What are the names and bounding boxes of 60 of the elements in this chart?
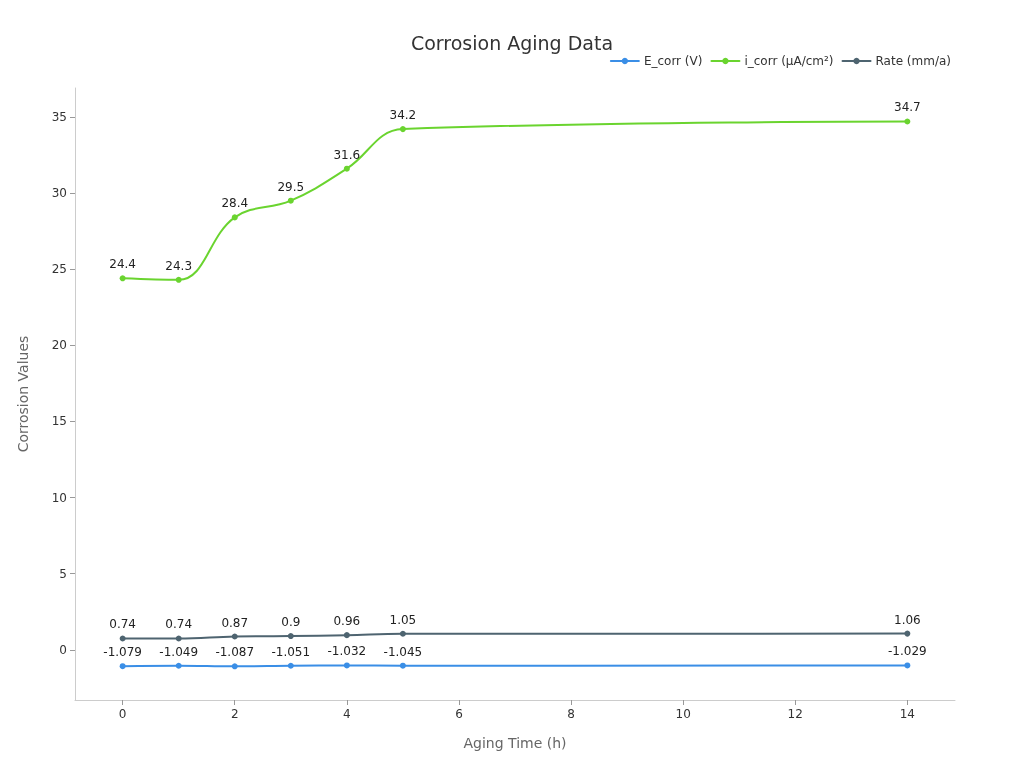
data-label: 28.4 bbox=[221, 196, 249, 211]
data-label: -1.051 bbox=[271, 644, 311, 659]
data-label: 1.05 bbox=[389, 612, 417, 627]
data-label: -1.045 bbox=[383, 644, 423, 659]
point bbox=[904, 630, 911, 637]
y-tick-label: 5 bbox=[59, 566, 67, 581]
point bbox=[287, 662, 294, 669]
data-label: -1.029 bbox=[888, 644, 927, 659]
chart-title: Corrosion Aging Data bbox=[410, 31, 614, 54]
data-label: -1.049 bbox=[159, 644, 199, 659]
x-tick-label: 8 bbox=[567, 707, 575, 721]
data-label: 0.87 bbox=[221, 615, 249, 630]
x-axis-title: Aging Time (h) bbox=[463, 735, 567, 751]
x-tick-label: 6 bbox=[455, 707, 463, 721]
data-label: -1.032 bbox=[327, 644, 367, 659]
point bbox=[287, 633, 294, 640]
point bbox=[175, 276, 182, 283]
point bbox=[119, 275, 126, 282]
x-tick-label: 10 bbox=[675, 707, 691, 721]
y-tick-label: 20 bbox=[51, 338, 67, 353]
legend-label: E_corr (V) bbox=[643, 54, 703, 68]
x-tick-label: 14 bbox=[899, 707, 915, 721]
legend-label: Rate (mm/a) bbox=[875, 54, 951, 68]
point bbox=[399, 662, 406, 669]
data-label: 0.9 bbox=[281, 615, 301, 630]
x-tick-label: 4 bbox=[343, 707, 351, 721]
data-label: 34.2 bbox=[389, 108, 417, 123]
point bbox=[904, 662, 911, 669]
point bbox=[343, 632, 350, 639]
point bbox=[343, 662, 350, 669]
y-tick-label: 25 bbox=[51, 262, 67, 277]
y-tick-label: 15 bbox=[51, 414, 67, 429]
point bbox=[119, 663, 126, 670]
y-axis-title: Corrosion Values bbox=[15, 335, 31, 453]
point bbox=[399, 126, 406, 133]
y-tick-label: 35 bbox=[51, 109, 67, 124]
legend-label: i_corr (μA/cm²) bbox=[744, 54, 834, 68]
x-tick-label: 0 bbox=[118, 707, 127, 721]
y-tick-label: 0 bbox=[59, 642, 67, 657]
data-label: 29.5 bbox=[277, 179, 305, 194]
point bbox=[175, 662, 182, 669]
point bbox=[343, 165, 350, 172]
x-tick-label: 12 bbox=[787, 707, 803, 721]
point bbox=[399, 630, 406, 637]
data-label: 24.4 bbox=[109, 257, 136, 272]
data-label: 0.74 bbox=[165, 617, 193, 632]
data-label: -1.079 bbox=[103, 645, 142, 660]
point bbox=[231, 663, 238, 670]
data-label: 1.06 bbox=[894, 612, 921, 627]
point bbox=[287, 197, 294, 204]
data-label: 0.96 bbox=[333, 614, 361, 629]
data-label: 31.6 bbox=[333, 147, 361, 162]
x-tick-label: 2 bbox=[230, 707, 239, 721]
data-label: 24.3 bbox=[165, 258, 193, 273]
data-label: 0.74 bbox=[109, 617, 136, 632]
data-label: 34.7 bbox=[894, 100, 921, 115]
y-tick-label: 30 bbox=[51, 186, 67, 201]
point bbox=[231, 214, 238, 221]
y-tick-label: 10 bbox=[51, 490, 67, 505]
data-label: -1.087 bbox=[215, 645, 255, 660]
